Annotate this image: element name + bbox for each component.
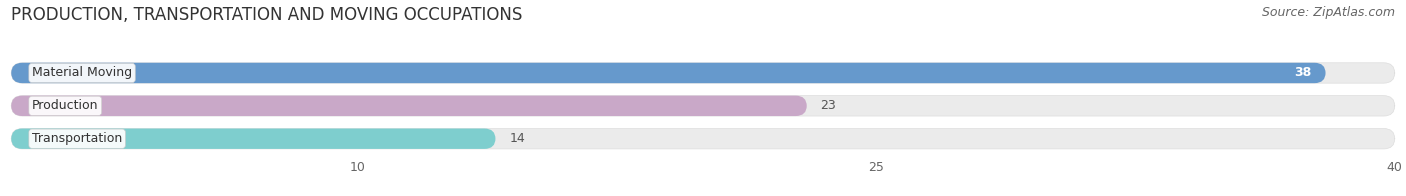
FancyBboxPatch shape bbox=[11, 63, 1395, 83]
Text: Source: ZipAtlas.com: Source: ZipAtlas.com bbox=[1261, 6, 1395, 19]
Text: Transportation: Transportation bbox=[32, 132, 122, 145]
Text: 14: 14 bbox=[509, 132, 524, 145]
Text: 38: 38 bbox=[1295, 66, 1312, 79]
Text: Material Moving: Material Moving bbox=[32, 66, 132, 79]
FancyBboxPatch shape bbox=[11, 129, 1395, 149]
Text: Production: Production bbox=[32, 99, 98, 112]
FancyBboxPatch shape bbox=[11, 96, 1395, 116]
FancyBboxPatch shape bbox=[11, 63, 1326, 83]
FancyBboxPatch shape bbox=[11, 129, 495, 149]
Text: 23: 23 bbox=[821, 99, 837, 112]
Text: PRODUCTION, TRANSPORTATION AND MOVING OCCUPATIONS: PRODUCTION, TRANSPORTATION AND MOVING OC… bbox=[11, 6, 523, 24]
FancyBboxPatch shape bbox=[11, 96, 807, 116]
